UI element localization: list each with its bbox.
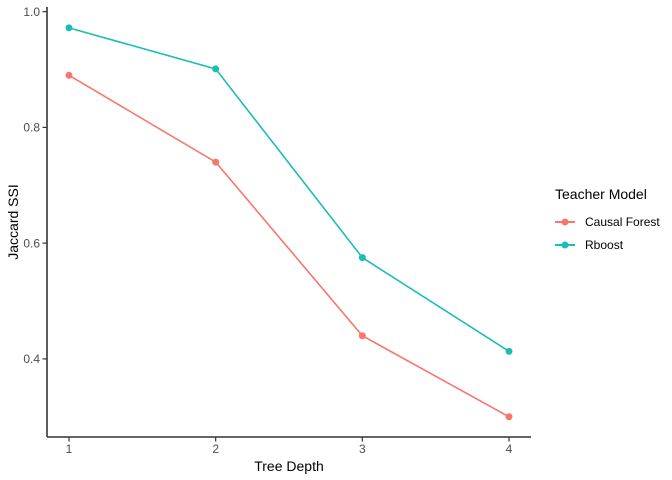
y-tick-label: 1.0 bbox=[23, 5, 40, 19]
y-axis-title: Jaccard SSI bbox=[5, 184, 21, 260]
data-point bbox=[358, 332, 366, 340]
legend-item-label: Causal Forest bbox=[585, 215, 660, 229]
series-causal-forest bbox=[65, 71, 513, 421]
data-point bbox=[65, 24, 73, 32]
series-rboost bbox=[65, 24, 513, 355]
series-line bbox=[68, 74, 510, 418]
legend-items: Causal Forest Rboost bbox=[555, 215, 660, 252]
legend: Teacher Model Causal Forest Rboost bbox=[555, 186, 660, 261]
legend-title: Teacher Model bbox=[555, 186, 647, 202]
legend-item-rboost: Rboost bbox=[555, 238, 660, 252]
data-point bbox=[212, 158, 220, 166]
axes bbox=[46, 7, 531, 438]
x-axis-ticks: 1 2 3 4 bbox=[66, 437, 513, 456]
x-axis-title: Tree Depth bbox=[254, 458, 324, 474]
y-tick-label: 0.8 bbox=[23, 121, 40, 135]
y-tick-label: 0.4 bbox=[23, 352, 40, 366]
legend-item-label: Rboost bbox=[585, 238, 624, 252]
x-tick-label: 3 bbox=[359, 442, 366, 456]
data-point bbox=[505, 413, 513, 421]
legend-key-icon bbox=[555, 215, 575, 229]
legend-key-icon bbox=[555, 238, 575, 252]
data-point bbox=[358, 254, 366, 262]
y-axis-ticks: 0.4 0.6 0.8 1.0 bbox=[23, 5, 47, 366]
x-tick-label: 2 bbox=[212, 442, 219, 456]
data-point bbox=[65, 71, 73, 79]
y-tick-label: 0.6 bbox=[23, 236, 40, 250]
x-tick-label: 4 bbox=[506, 442, 513, 456]
data-point bbox=[505, 347, 513, 355]
series-line bbox=[68, 27, 510, 353]
x-tick-label: 1 bbox=[66, 442, 73, 456]
legend-item-causal-forest: Causal Forest bbox=[555, 215, 660, 229]
data-point bbox=[212, 65, 220, 73]
